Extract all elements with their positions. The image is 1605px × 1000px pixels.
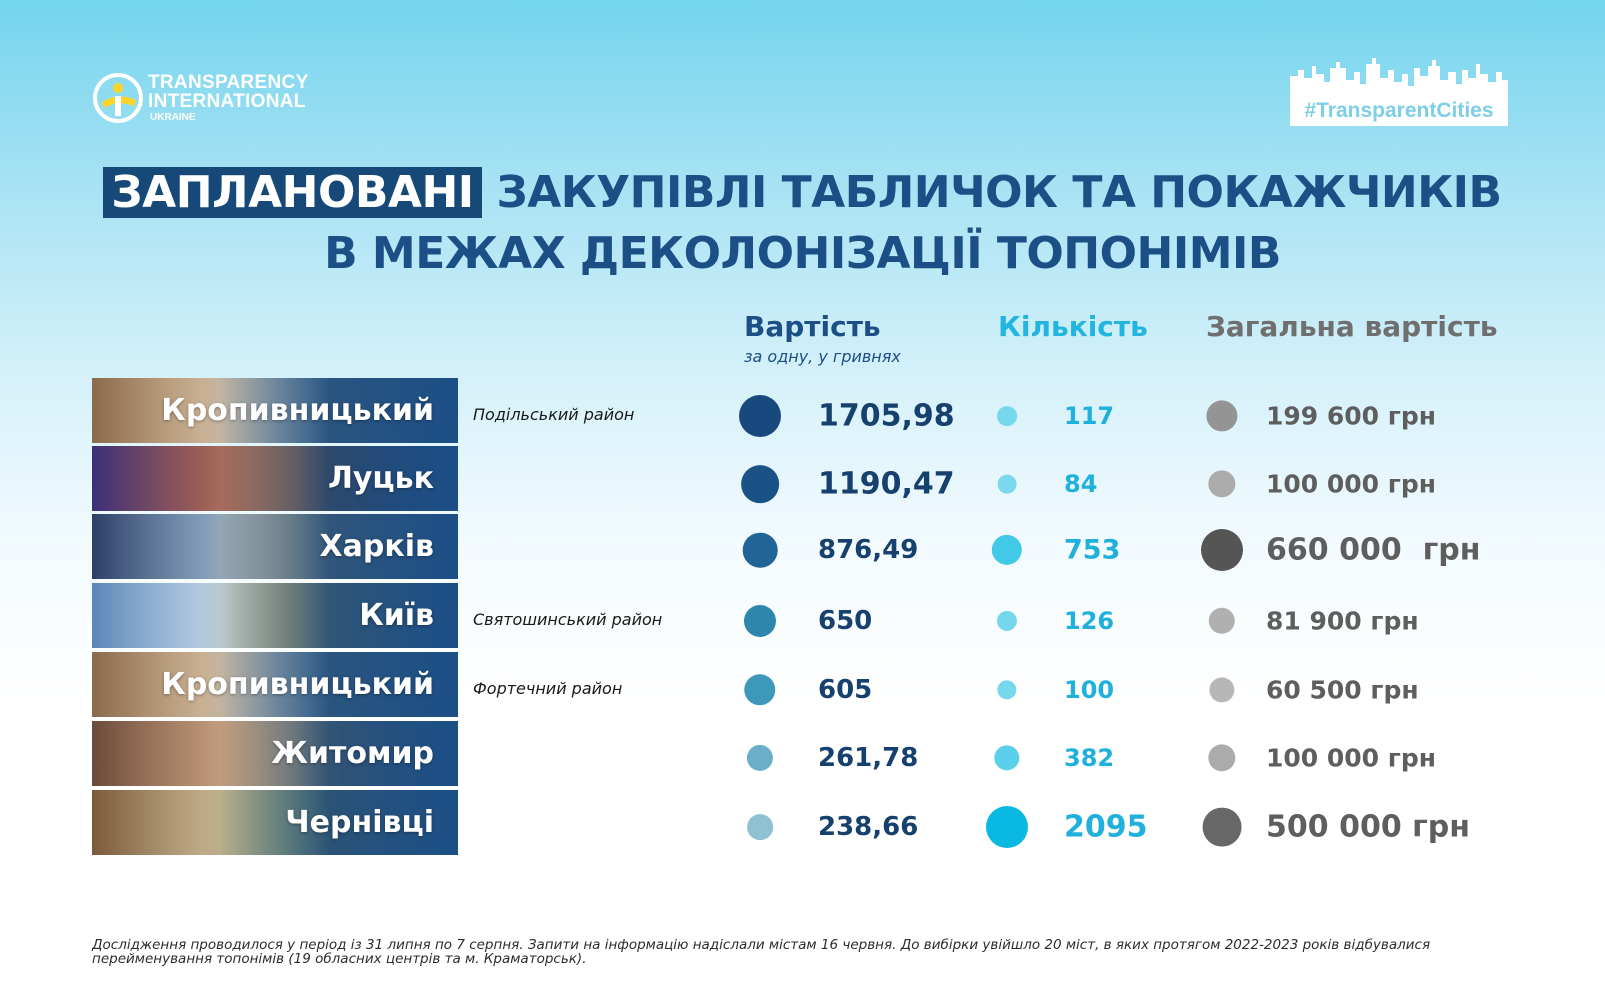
- quantity-bubble: [986, 806, 1028, 848]
- quantity-bubble: [997, 680, 1017, 700]
- quantity-bubble: [997, 406, 1017, 426]
- district-label: Святошинський район: [473, 610, 663, 629]
- city-banner: Чернівці: [92, 790, 458, 855]
- cost-bubble: [744, 674, 776, 706]
- quantity-value: 126: [1064, 607, 1115, 635]
- cost-value: 1705,98: [818, 398, 955, 434]
- city-photo-overlay: [92, 446, 458, 511]
- quantity-value: 2095: [1064, 809, 1148, 845]
- district-label: Фортечний район: [473, 679, 623, 698]
- quantity-value: 382: [1064, 744, 1115, 772]
- city-photo-overlay: [92, 652, 458, 717]
- city-name: Кропивницький: [161, 393, 434, 428]
- total-value: 100 000 грн: [1266, 469, 1437, 499]
- cost-value: 1190,47: [818, 466, 955, 502]
- logo-line-3: UKRAINE: [150, 112, 196, 123]
- total-value: 500 000 грн: [1266, 809, 1471, 845]
- total-bubble: [1208, 607, 1236, 635]
- cost-column-header: Вартість: [744, 310, 881, 343]
- total-value: 660 000 грн: [1266, 532, 1481, 568]
- city-photo-overlay: [92, 721, 458, 786]
- quantity-column-header: Кількість: [998, 310, 1148, 343]
- city-photo-overlay: [92, 790, 458, 855]
- total-bubble: [1206, 400, 1238, 432]
- quantity-bubble: [996, 610, 1018, 632]
- cost-value: 261,78: [818, 743, 919, 773]
- chart-title-line-1: ЗАПЛАНОВАНІ ЗАКУПІВЛІ ТАБЛИЧОК ТА ПОКАЖЧ…: [0, 167, 1605, 218]
- city-photo-overlay: [92, 378, 458, 443]
- city-photo-overlay: [92, 583, 458, 648]
- quantity-value: 84: [1064, 470, 1098, 498]
- quantity-bubble: [991, 534, 1023, 566]
- cost-bubble: [746, 744, 774, 772]
- total-value: 81 900 грн: [1266, 606, 1419, 636]
- cost-bubble: [742, 532, 778, 568]
- total-bubble: [1208, 470, 1236, 498]
- total-value: 199 600 грн: [1266, 401, 1437, 431]
- quantity-value: 100: [1064, 676, 1115, 704]
- city-skyline-icon: [1290, 58, 1508, 100]
- ti-logo-icon: [93, 73, 143, 123]
- quantity-value: 117: [1064, 402, 1115, 430]
- cost-value: 876,49: [818, 535, 919, 565]
- title-highlight: ЗАПЛАНОВАНІ: [103, 167, 482, 218]
- cost-value: 238,66: [818, 812, 919, 842]
- district-label: Подільський район: [473, 405, 635, 424]
- quantity-bubble: [994, 745, 1020, 771]
- city-banner: Луцьк: [92, 446, 458, 511]
- city-banner: Кропивницький: [92, 652, 458, 717]
- city-name: Київ: [359, 598, 434, 633]
- city-name: Житомир: [271, 736, 434, 771]
- quantity-value: 753: [1064, 534, 1121, 566]
- total-bubble: [1209, 677, 1235, 703]
- logo-line-2: INTERNATIONAL: [148, 91, 306, 112]
- cost-value: 650: [818, 606, 873, 636]
- chart-title-line-2: В МЕЖАХ ДЕКОЛОНІЗАЦІЇ ТОПОНІМІВ: [324, 228, 1281, 279]
- city-banner: Київ: [92, 583, 458, 648]
- city-banner: Житомир: [92, 721, 458, 786]
- cost-bubble: [747, 814, 773, 840]
- total-value: 60 500 грн: [1266, 675, 1419, 705]
- cost-column-subheader: за одну, у гривнях: [744, 347, 901, 366]
- total-column-header: Загальна вартість: [1206, 310, 1498, 343]
- city-name: Кропивницький: [161, 667, 434, 702]
- cost-value: 605: [818, 675, 873, 705]
- city-photo-overlay: [92, 514, 458, 579]
- city-banner: Харків: [92, 514, 458, 579]
- quantity-bubble: [997, 474, 1017, 494]
- total-bubble: [1208, 744, 1236, 772]
- total-bubble: [1201, 529, 1243, 571]
- city-name: Чернівці: [285, 805, 434, 840]
- city-banner: Кропивницький: [92, 378, 458, 443]
- city-name: Харків: [319, 529, 434, 564]
- total-bubble: [1202, 807, 1242, 847]
- hashtag-label: #TransparentCities: [1290, 96, 1508, 126]
- city-name: Луцьк: [327, 461, 434, 496]
- title-line-1-rest: ЗАКУПІВЛІ ТАБЛИЧОК ТА ПОКАЖЧИКІВ: [481, 167, 1502, 218]
- cost-bubble: [739, 395, 781, 437]
- footnote: Дослідження проводилося у період із 31 л…: [92, 937, 1431, 967]
- transparency-international-logo: TRANSPARENCY INTERNATIONAL UKRAINE: [92, 72, 309, 124]
- total-value: 100 000 грн: [1266, 743, 1437, 773]
- logo-line-1: TRANSPARENCY: [148, 72, 309, 93]
- cost-bubble: [743, 604, 777, 638]
- cost-bubble: [741, 465, 779, 503]
- transparent-cities-badge: #TransparentCities: [1290, 56, 1508, 128]
